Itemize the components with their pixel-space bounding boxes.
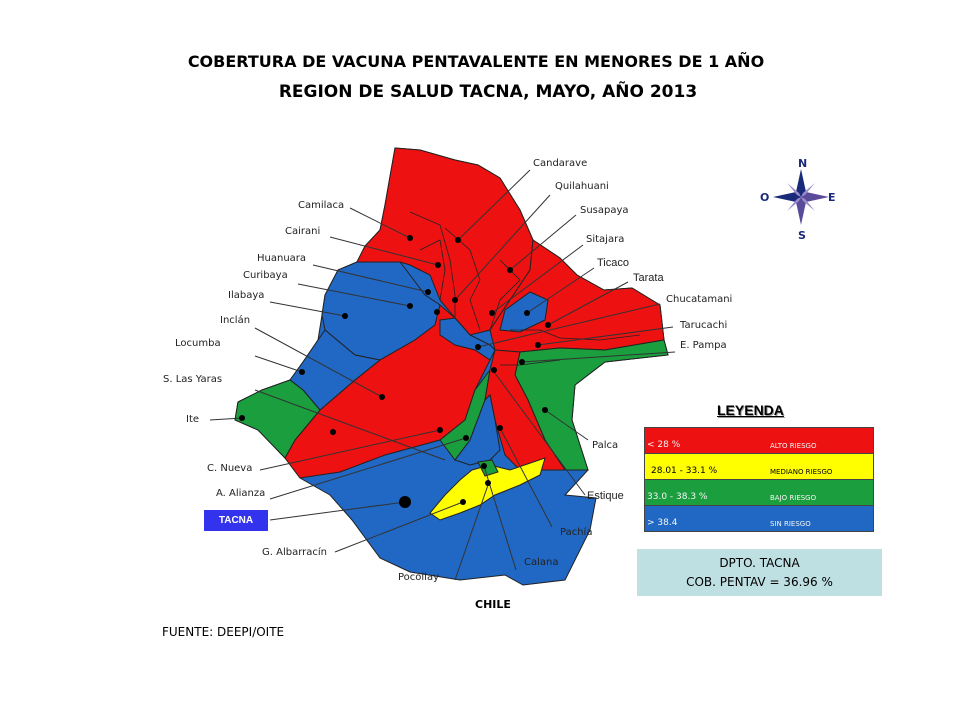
label-pocollay: Pocollay — [398, 572, 440, 583]
label-e-pampa: E. Pampa — [680, 340, 727, 351]
legend-range: < 28 % — [647, 440, 681, 450]
label-calana: Calana — [524, 557, 559, 568]
label-ite: Ite — [186, 414, 200, 425]
label-huanuara: Huanuara — [257, 253, 307, 264]
label-palca: Palca — [592, 440, 619, 451]
label-quilahuani: Quilahuani — [555, 181, 609, 192]
label-chucatamani: Chucatamani — [666, 294, 733, 305]
legend-range: > 38.4 — [647, 518, 678, 528]
legend-row-mediano: 28.01 - 33.1 % MEDIANO RIESGO — [645, 454, 873, 480]
label-tacna: TACNA — [204, 510, 268, 531]
label-pachia: Pachía — [560, 527, 593, 538]
compass-o: O — [760, 191, 769, 204]
source-note: FUENTE: DEEPI/OITE — [162, 625, 285, 639]
legend-desc: SIN RIESGO — [770, 520, 811, 528]
compass-rose-icon: N S O E — [760, 157, 836, 240]
legend-title: LEYENDA — [717, 402, 784, 418]
label-g-albarracin: G. Albarracín — [262, 547, 327, 558]
map-subtitle: REGION DE SALUD TACNA, MAYO, AÑO 2013 — [278, 82, 698, 102]
label-locumba: Locumba — [175, 338, 221, 349]
district-central-blue — [439, 317, 496, 361]
dpto-name: DPTO. TACNA — [719, 556, 800, 570]
location-dots — [239, 235, 551, 508]
label-tarata: Tarata — [633, 272, 664, 284]
label-chile: CHILE — [475, 598, 511, 611]
department-summary: DPTO. TACNA COB. PENTAV = 36.96 % — [637, 549, 882, 596]
label-cairani: Cairani — [285, 226, 321, 237]
legend-row-bajo: 33.0 - 38.3 % BAJO RIESGO — [645, 480, 873, 506]
district-ticaco — [499, 291, 549, 333]
label-camilaca: Camilaca — [298, 200, 345, 211]
compass-n: N — [798, 157, 807, 170]
compass-s: S — [798, 229, 806, 240]
label-candarave: Candarave — [533, 158, 588, 169]
dpto-coverage: COB. PENTAV = 36.96 % — [686, 575, 833, 589]
legend-desc: BAJO RIESGO — [770, 494, 817, 502]
label-a-alianza: A. Alianza — [216, 488, 266, 499]
legend-desc: MEDIANO RIESGO — [770, 468, 833, 476]
district-locumba — [289, 329, 382, 411]
legend-row-sin: > 38.4 SIN RIESGO — [645, 506, 873, 531]
district-ite — [234, 379, 321, 459]
legend-range: 33.0 - 38.3 % — [647, 492, 708, 502]
label-ilabaya: Ilabaya — [228, 290, 265, 301]
label-inclan: Inclán — [220, 315, 251, 326]
compass-e: E — [828, 191, 836, 204]
legend: < 28 % ALTO RIESGO 28.01 - 33.1 % MEDIAN… — [644, 427, 874, 532]
district-yellow-tacna — [429, 457, 546, 521]
legend-row-alto: < 28 % ALTO RIESGO — [645, 428, 873, 454]
label-curibaya: Curibaya — [243, 270, 288, 281]
label-c-nueva: C. Nueva — [207, 463, 253, 474]
label-ticaco: Ticaco — [597, 257, 629, 269]
label-estique: Estique — [587, 490, 624, 502]
label-s-las-yaras: S. Las Yaras — [163, 374, 223, 385]
label-sitajara: Sitajara — [586, 234, 625, 245]
legend-desc: ALTO RIESGO — [770, 442, 817, 450]
leader-lines — [209, 169, 676, 581]
map-title: COBERTURA DE VACUNA PENTAVALENTE EN MENO… — [187, 52, 765, 71]
label-susapaya: Susapaya — [580, 205, 629, 216]
legend-range: 28.01 - 33.1 % — [651, 466, 718, 476]
label-tarucachi: Tarucachi — [680, 320, 728, 331]
